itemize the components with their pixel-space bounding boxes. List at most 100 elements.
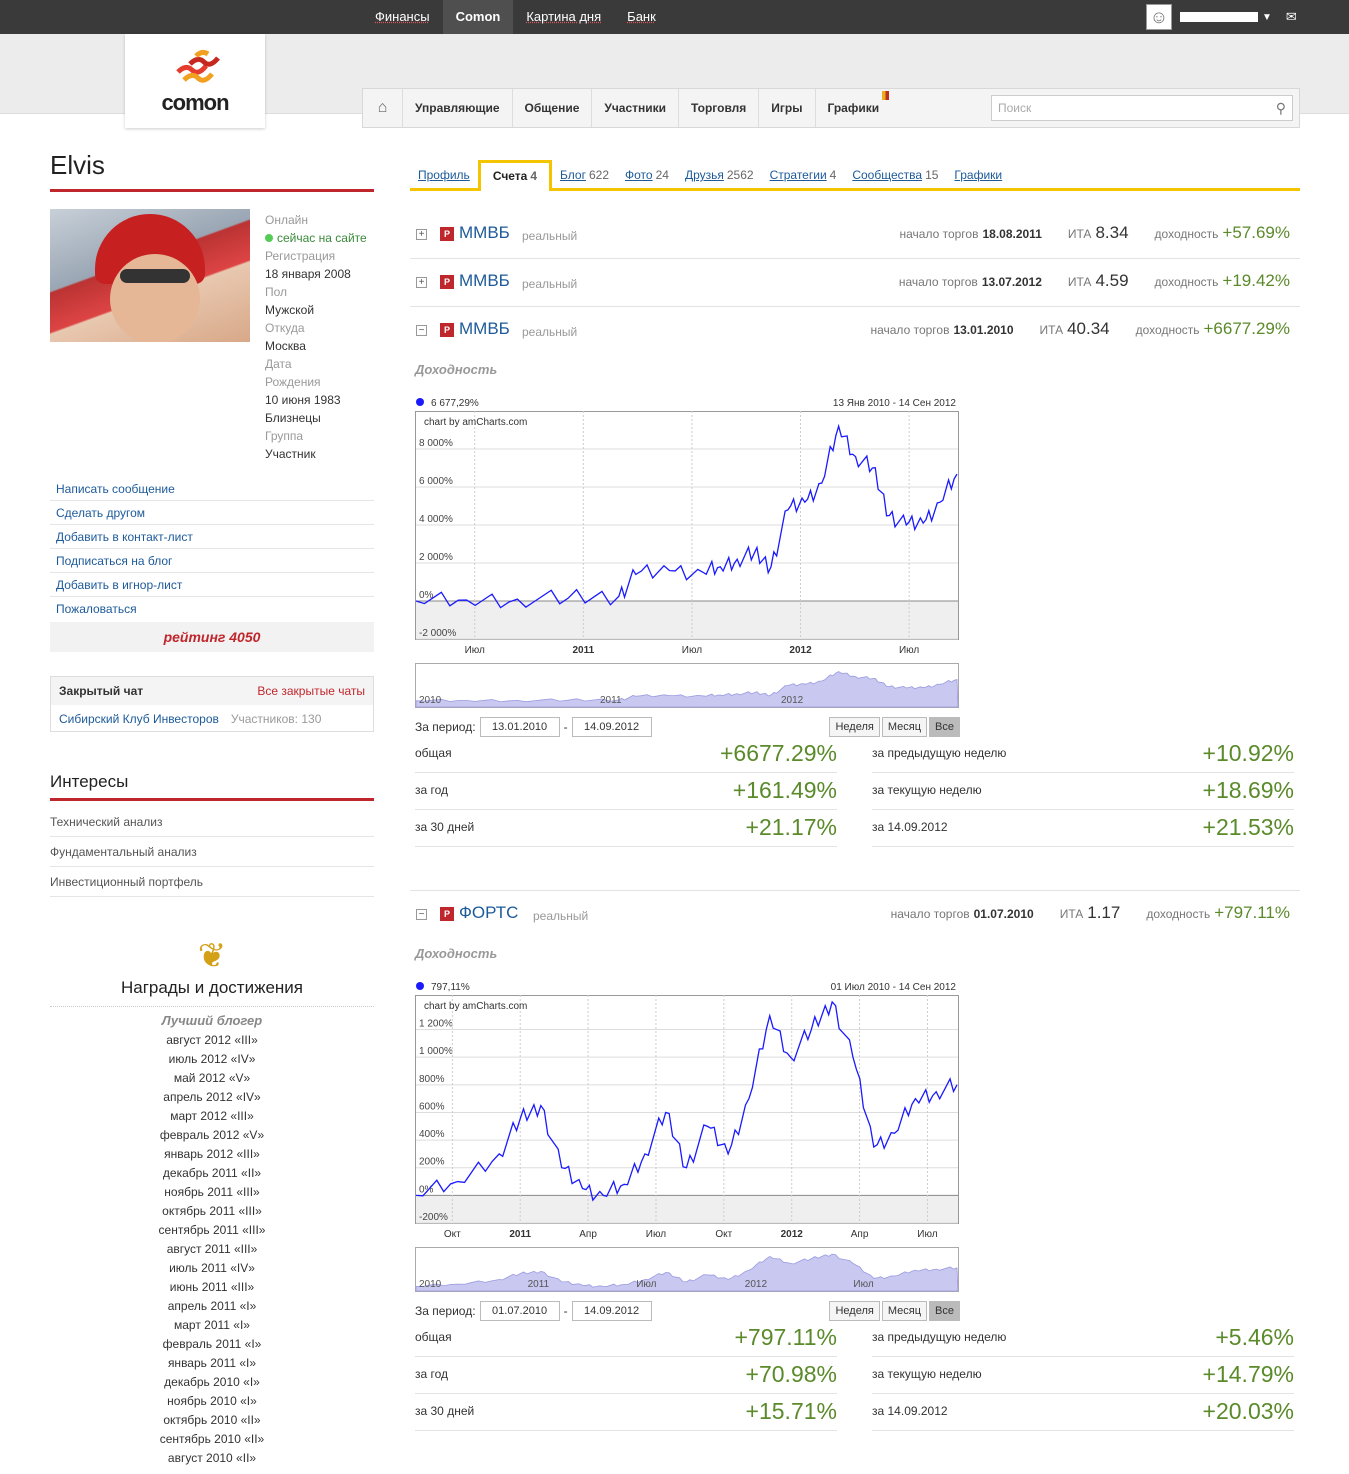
stat-label: за год <box>415 783 449 797</box>
tab-5[interactable]: Друзья 2562 <box>677 168 762 188</box>
date-to-input[interactable]: 14.09.2012 <box>571 717 652 737</box>
account-name[interactable]: ФОРТС <box>459 903 519 922</box>
date-from-input[interactable]: 01.07.2010 <box>479 1301 560 1321</box>
section-title: Доходность <box>415 362 498 377</box>
home-icon[interactable]: ⌂ <box>363 89 403 127</box>
group-value: Участник <box>265 447 316 461</box>
tab-1[interactable]: Профиль <box>410 168 478 188</box>
plot-bg <box>416 1195 958 1223</box>
sex-label: Пол <box>265 285 288 299</box>
award-item: март 2011 «I» <box>174 1318 250 1332</box>
yield-value: +19.42% <box>1222 271 1290 290</box>
date-to-input[interactable]: 14.09.2012 <box>571 1301 652 1321</box>
award-item: август 2010 «II» <box>167 1451 257 1465</box>
navigator-area <box>415 671 959 708</box>
interests-underline <box>50 798 374 801</box>
add-friend-link[interactable]: Сделать другом <box>50 501 374 525</box>
send-message-link[interactable]: Написать сообщение <box>50 477 374 501</box>
award-item: январь 2011 «I» <box>167 1356 257 1370</box>
tab-8[interactable]: Графики <box>946 168 1010 188</box>
nav-managers[interactable]: Управляющие <box>403 89 513 127</box>
account-row[interactable]: − P ФОРТС реальный начало торгов 01.07.20… <box>410 891 1300 939</box>
mail-icon[interactable]: ✉ <box>1285 9 1297 24</box>
stat-label: за 14.09.2012 <box>872 1404 948 1418</box>
all-button[interactable]: Все <box>929 717 960 737</box>
collapse-icon[interactable]: − <box>416 325 427 336</box>
tab-label: Графики <box>954 168 1003 182</box>
topnav-comon[interactable]: Comon <box>442 0 514 34</box>
chart-1-svg: 6 677,29% 13 Янв 2010 - 14 Сен 2012 8 000%… <box>415 398 959 708</box>
y-tick-label: 200% <box>419 1157 445 1168</box>
profile-tabs: Профиль Счета 4 Блог 622 Фото 24 Друзья 2562 Стра… <box>410 158 1300 191</box>
username-redacted[interactable] <box>1180 12 1258 22</box>
tab-6[interactable]: Стратегии 4 <box>762 168 845 188</box>
topnav-picture[interactable]: Картина дня <box>526 9 602 24</box>
collapse-icon[interactable]: − <box>416 909 427 920</box>
search-input[interactable]: Поиск ⚲ <box>991 95 1293 121</box>
account-row[interactable]: − P ММВБ реальный начало торгов 13.01.201… <box>410 307 1300 355</box>
tab-4[interactable]: Фото 24 <box>617 168 677 188</box>
nav-charts[interactable]: Графики <box>816 89 892 127</box>
date-from-input[interactable]: 13.01.2010 <box>479 717 560 737</box>
yield-value: +6677.29% <box>1203 319 1291 338</box>
stat-label: за предыдущую неделю <box>872 1330 1007 1344</box>
tab-7[interactable]: Сообщества 15 <box>844 168 946 188</box>
dob-value: 10 июня 1983 <box>265 393 341 407</box>
add-contact-link[interactable]: Добавить в контакт-лист <box>50 525 374 549</box>
all-chats-link[interactable]: Все закрытые чаты <box>257 684 365 698</box>
start-date: 13.07.2012 <box>981 275 1042 289</box>
nav-games[interactable]: Игры <box>759 89 816 127</box>
x-tick-label: Июл <box>682 645 702 656</box>
y-tick-label: 600% <box>419 1101 445 1112</box>
club-link[interactable]: Сибирский Клуб Инвесторов <box>59 711 219 726</box>
logo[interactable]: comon <box>125 34 265 128</box>
tab-count: 4 <box>829 168 837 182</box>
account-name[interactable]: ММВБ <box>459 223 510 242</box>
main-nav: ⌂ Управляющие Общение Участники Торговля… <box>362 88 1300 128</box>
week-button[interactable]: Неделя <box>829 1301 880 1321</box>
legend-marker <box>416 398 424 406</box>
month-button[interactable]: Месяц <box>881 717 928 737</box>
search-icon[interactable]: ⚲ <box>1275 100 1286 116</box>
account-type: реальный <box>533 909 589 923</box>
account-row[interactable]: + P ММВБ реальный начало торгов 13.07.201… <box>410 259 1300 307</box>
interest-item[interactable]: Технический анализ <box>50 807 374 837</box>
navigator-label: Июл <box>636 1279 656 1290</box>
account-row[interactable]: + P ММВБ реальный начало торгов 18.08.201… <box>410 211 1300 259</box>
nav-trading[interactable]: Торговля <box>679 89 760 127</box>
x-tick-label: 2011 <box>509 1229 531 1240</box>
account-name[interactable]: ММВБ <box>459 271 510 290</box>
user-avatar-icon[interactable]: ☺ <box>1146 4 1172 30</box>
all-button[interactable]: Все <box>929 1301 960 1321</box>
interest-item[interactable]: Инвестиционный портфель <box>50 867 374 897</box>
month-button[interactable]: Месяц <box>881 1301 928 1321</box>
award-item: февраль 2012 «V» <box>159 1128 265 1142</box>
report-link[interactable]: Пожаловаться <box>56 602 137 616</box>
week-button[interactable]: Неделя <box>829 717 880 737</box>
avatar-glasses <box>120 269 190 283</box>
tab-3[interactable]: Блог 622 <box>552 168 617 188</box>
topnav-finance[interactable]: Финансы <box>375 9 430 24</box>
account-stats: начало торгов 13.01.2010 ИТА 40.34 доходно… <box>870 319 1290 339</box>
nav-members[interactable]: Участники <box>592 89 680 127</box>
start-label: начало торгов <box>898 275 978 289</box>
account-stats: начало торгов 18.08.2011 ИТА 8.34 доходнос… <box>899 223 1290 243</box>
expand-icon[interactable]: + <box>416 277 427 288</box>
add-ignore-link[interactable]: Добавить в игнор-лист <box>50 573 374 597</box>
tab-2[interactable]: Счета 4 <box>477 160 553 191</box>
legend-value: 797,11% <box>431 982 470 993</box>
real-badge-icon: P <box>440 275 454 289</box>
chevron-down-icon[interactable]: ▼ <box>1262 11 1272 23</box>
x-tick-label: Окт <box>444 1229 461 1240</box>
subscribe-blog-link[interactable]: Подписаться на блог <box>50 549 374 573</box>
x-tick-label: Апр <box>851 1229 869 1240</box>
expand-icon[interactable]: + <box>416 229 427 240</box>
account-name[interactable]: ММВБ <box>459 319 510 338</box>
nav-communication[interactable]: Общение <box>513 89 593 127</box>
navigator-label: 2010 <box>419 695 442 706</box>
interest-item[interactable]: Фундаментальный анализ <box>50 837 374 867</box>
real-badge-icon: P <box>440 907 454 921</box>
topnav-bank[interactable]: Банк <box>627 9 656 24</box>
reg-value: 18 января 2008 <box>265 267 351 281</box>
tab-count: 15 <box>925 168 939 182</box>
